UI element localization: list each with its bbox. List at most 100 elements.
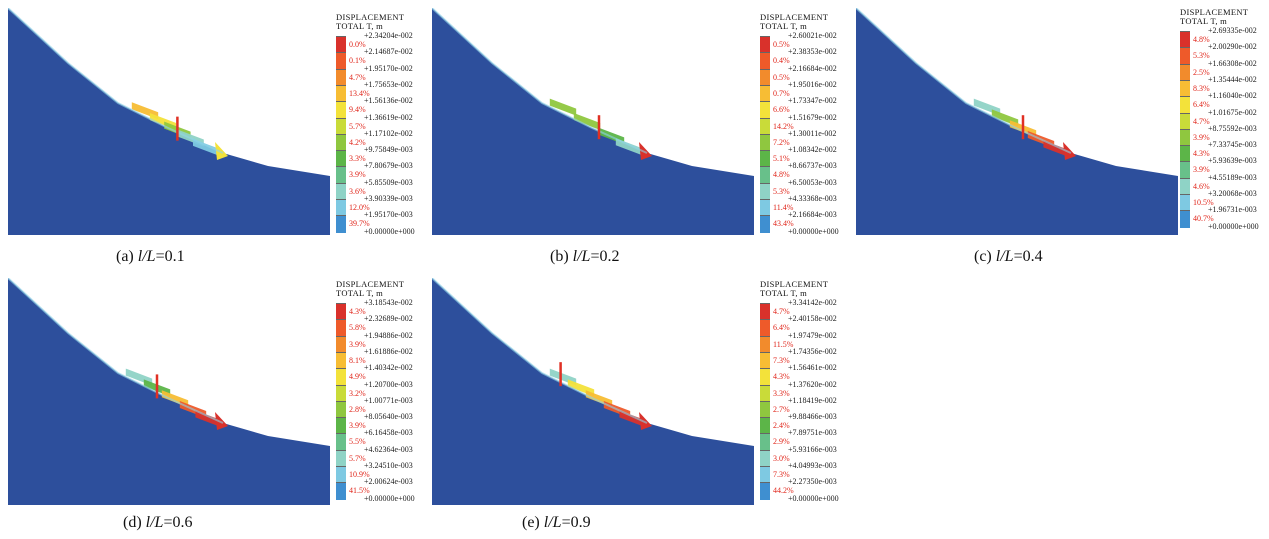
legend-color-bar [336, 36, 346, 233]
legend-percentage: 40.7% [1193, 214, 1214, 224]
slope-body [432, 8, 754, 235]
legend-value: +5.93166e-003 [788, 444, 837, 454]
panel-caption: (e) l/L=0.9 [522, 514, 591, 532]
legend-color-cell [760, 466, 770, 484]
displacement-band [549, 98, 577, 116]
legend-color-cell [760, 433, 770, 451]
legend-percentage: 0.7% [773, 88, 790, 98]
legend-title: DISPLACEMENT TOTAL T, m [336, 280, 436, 298]
legend-percentage: 4.7% [1193, 116, 1210, 126]
displacement-zone [856, 8, 1076, 160]
legend-value: +1.74356e-002 [788, 346, 837, 356]
legend-color-cell [1180, 47, 1190, 65]
legend-color-cell [1180, 145, 1190, 163]
legend-percentage: 5.7% [349, 453, 366, 463]
legend-title-line: DISPLACEMENT [760, 279, 829, 289]
legend-value: +7.33745e-003 [1208, 140, 1257, 150]
panel-caption: (d) l/L=0.6 [123, 514, 192, 532]
legend-title-line: TOTAL T, m [760, 288, 808, 298]
legend-value: +1.40342e-002 [364, 363, 413, 373]
legend-color-bar [1180, 31, 1190, 228]
legend-percentage: 4.6% [1193, 181, 1210, 191]
slope-toe-zone [215, 412, 228, 430]
legend-value: +2.14687e-002 [364, 47, 413, 57]
legend-value: +5.85509e-003 [364, 177, 413, 187]
legend-percentage: 6.6% [773, 105, 790, 115]
caption-value: =0.4 [1013, 248, 1043, 265]
legend-color-cell [1180, 63, 1190, 81]
legend-color-cell [336, 166, 346, 184]
legend-color-cell [760, 482, 770, 500]
legend-title-line: DISPLACEMENT [1180, 7, 1249, 17]
caption-prefix: (d) [123, 514, 146, 531]
legend-percentage: 5.8% [349, 323, 366, 333]
legend-color-cell [336, 433, 346, 451]
legend-percentage: 8.3% [1193, 83, 1210, 93]
legend-value: +1.66308e-002 [1208, 58, 1257, 68]
legend-percentage: 4.3% [773, 372, 790, 382]
legend-color-cell [336, 303, 346, 321]
legend-value: +9.88466e-003 [788, 412, 837, 422]
legend-title-line: DISPLACEMENT [760, 12, 829, 22]
legend-value: +2.32689e-002 [364, 314, 413, 324]
slope-toe-zone [215, 142, 228, 160]
panel-e: DISPLACEMENT TOTAL T, m 4.7% 6.4% 11.5% 7.3% 4… [432, 278, 852, 539]
legend-percentage: 44.2% [773, 486, 794, 496]
legend-color-cell [760, 351, 770, 370]
legend-color-bar [760, 303, 770, 500]
legend-percentage: 7.3% [773, 470, 790, 479]
legend-title-line: TOTAL T, m [1180, 16, 1228, 26]
legend-percentage: 0.0% [349, 40, 366, 49]
legend-percentage: 13.4% [349, 88, 370, 98]
shear-band [432, 8, 648, 154]
legend-value: +2.27350e-003 [788, 477, 837, 487]
legend-color-cell [1180, 112, 1190, 130]
legend-title-line: DISPLACEMENT [336, 279, 405, 289]
caption-prefix: (c) [974, 248, 996, 265]
legend-value: +6.50053e-003 [788, 177, 837, 187]
legend-color-cell [336, 133, 346, 152]
legend-percentage: 39.7% [349, 219, 370, 229]
legend-value: +1.35444e-002 [1208, 74, 1257, 84]
legend-value: +7.89751e-003 [788, 428, 837, 438]
legend-color-cell [336, 215, 346, 233]
legend-title-line: TOTAL T, m [336, 288, 384, 298]
legend-value: +8.66737e-003 [788, 161, 837, 171]
slope-contour-plot [856, 8, 1178, 235]
legend-percentage: 0.5% [773, 72, 790, 82]
legend-value: +1.16040e-002 [1208, 91, 1257, 101]
caption-prefix: (e) [522, 514, 544, 531]
legend-color-cell [760, 384, 770, 402]
legend-color-cell [336, 417, 346, 435]
caption-prefix: (b) [550, 248, 573, 265]
legend-percentage: 3.9% [349, 339, 366, 349]
slope-contour-plot [8, 8, 330, 235]
legend-value: +1.36619e-002 [364, 112, 413, 122]
displacement-legend: DISPLACEMENT TOTAL T, m 4.7% 6.4% 11.5% 7.3% 4… [760, 280, 860, 506]
legend-percentage: 11.5% [773, 339, 794, 349]
legend-color-cell [336, 199, 346, 217]
slope-contour-plot [432, 278, 754, 505]
legend-color-cell [760, 182, 770, 200]
legend-value: +3.90339e-003 [364, 194, 413, 203]
slope-contour-plot [8, 278, 330, 505]
legend-color-cell [336, 482, 346, 500]
displacement-band [619, 410, 646, 428]
legend-percentage: 7.2% [773, 137, 790, 147]
legend-percentage: 9.4% [349, 105, 366, 115]
caption-value: =0.1 [155, 248, 185, 265]
legend-percentage: 6.4% [773, 323, 790, 333]
legend-color-cell [336, 117, 346, 135]
legend-value: +4.62364e-003 [364, 444, 413, 454]
panel-d: DISPLACEMENT TOTAL T, m 4.3% 5.8% 3.9% 8.1% 4.… [8, 278, 428, 539]
slope-body [8, 8, 330, 235]
legend-color-cell [760, 368, 770, 386]
legend-value: +4.04993e-003 [788, 461, 837, 470]
legend-color-cell [336, 335, 346, 353]
displacement-zone [8, 8, 228, 160]
legend-percentage: 4.8% [773, 170, 790, 180]
legend-value: +2.69335e-002 [1208, 26, 1257, 35]
legend-percentage: 4.2% [349, 137, 366, 147]
legend-value: +7.80679e-003 [364, 161, 413, 171]
legend-percentage: 2.4% [773, 421, 790, 431]
